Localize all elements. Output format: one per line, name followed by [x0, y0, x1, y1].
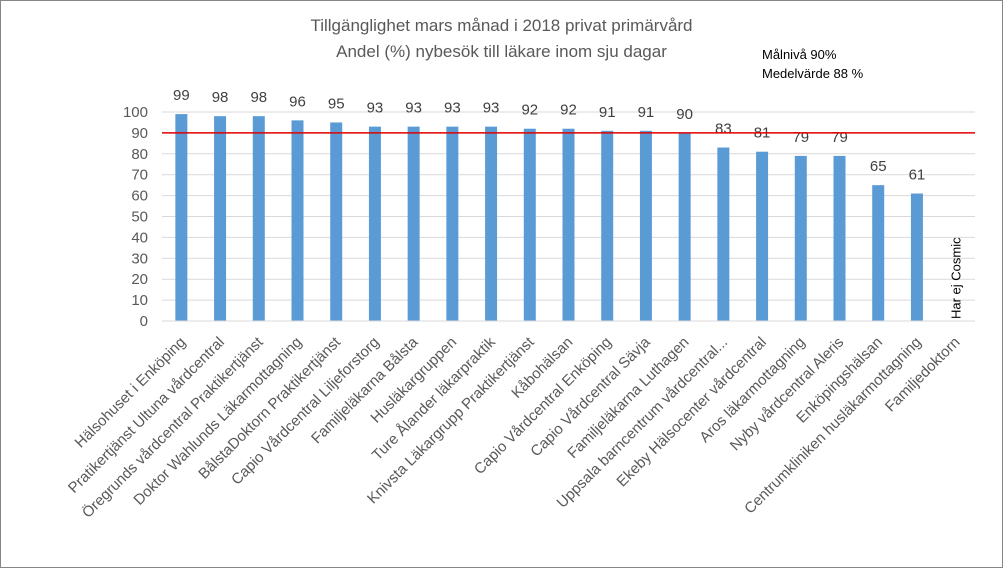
bar — [910, 193, 923, 321]
y-tick-label: 0 — [140, 313, 148, 330]
data-label: 83 — [715, 121, 732, 138]
bar — [639, 130, 652, 321]
y-tick-label: 100 — [123, 104, 148, 121]
data-label: 79 — [831, 129, 848, 146]
bar — [872, 185, 885, 321]
y-tick-label: 50 — [131, 209, 148, 226]
data-label: 79 — [792, 129, 809, 146]
data-label: 98 — [212, 89, 229, 106]
bar — [175, 114, 188, 321]
bar — [833, 155, 846, 321]
bar — [717, 147, 730, 321]
bar — [756, 151, 769, 321]
bar — [794, 155, 807, 321]
bar — [214, 116, 227, 322]
data-label: 98 — [250, 89, 267, 106]
data-label: 95 — [328, 95, 345, 112]
data-label: 92 — [560, 102, 577, 119]
target-level-note: Målnivå 90% — [762, 47, 837, 62]
data-label: 96 — [289, 93, 306, 110]
bar — [368, 126, 381, 321]
data-label: 90 — [676, 106, 693, 123]
data-label: 65 — [870, 158, 887, 175]
chart-title: Tillgänglighet mars månad i 2018 privat … — [310, 16, 693, 35]
bar — [330, 122, 343, 321]
average-note: Medelvärde 88 % — [762, 66, 864, 81]
data-label: 93 — [367, 100, 384, 117]
data-label: 93 — [444, 100, 461, 117]
y-tick-label: 40 — [131, 229, 148, 246]
y-tick-label: 10 — [131, 292, 148, 309]
bar — [446, 126, 459, 321]
y-tick-label: 30 — [131, 250, 148, 267]
y-tick-label: 90 — [131, 125, 148, 142]
bar — [678, 132, 691, 321]
data-label: 99 — [173, 87, 190, 104]
data-label: 91 — [638, 104, 655, 121]
bar — [291, 120, 304, 321]
bar — [562, 128, 575, 321]
y-tick-label: 80 — [131, 146, 148, 163]
data-label: 61 — [909, 167, 926, 184]
bar — [485, 126, 498, 321]
bar — [252, 116, 265, 322]
chart-subtitle: Andel (%) nybesök till läkare inom sju d… — [336, 42, 667, 61]
data-label: 92 — [521, 102, 538, 119]
missing-data-label: Har ej Cosmic — [949, 237, 964, 319]
bar — [407, 126, 420, 321]
data-label: 93 — [405, 100, 422, 117]
bar — [601, 130, 614, 321]
y-tick-label: 70 — [131, 167, 148, 184]
bar — [523, 128, 536, 321]
data-label: 93 — [483, 100, 500, 117]
data-label: 91 — [599, 104, 616, 121]
y-tick-label: 60 — [131, 188, 148, 205]
y-tick-label: 20 — [131, 271, 148, 288]
